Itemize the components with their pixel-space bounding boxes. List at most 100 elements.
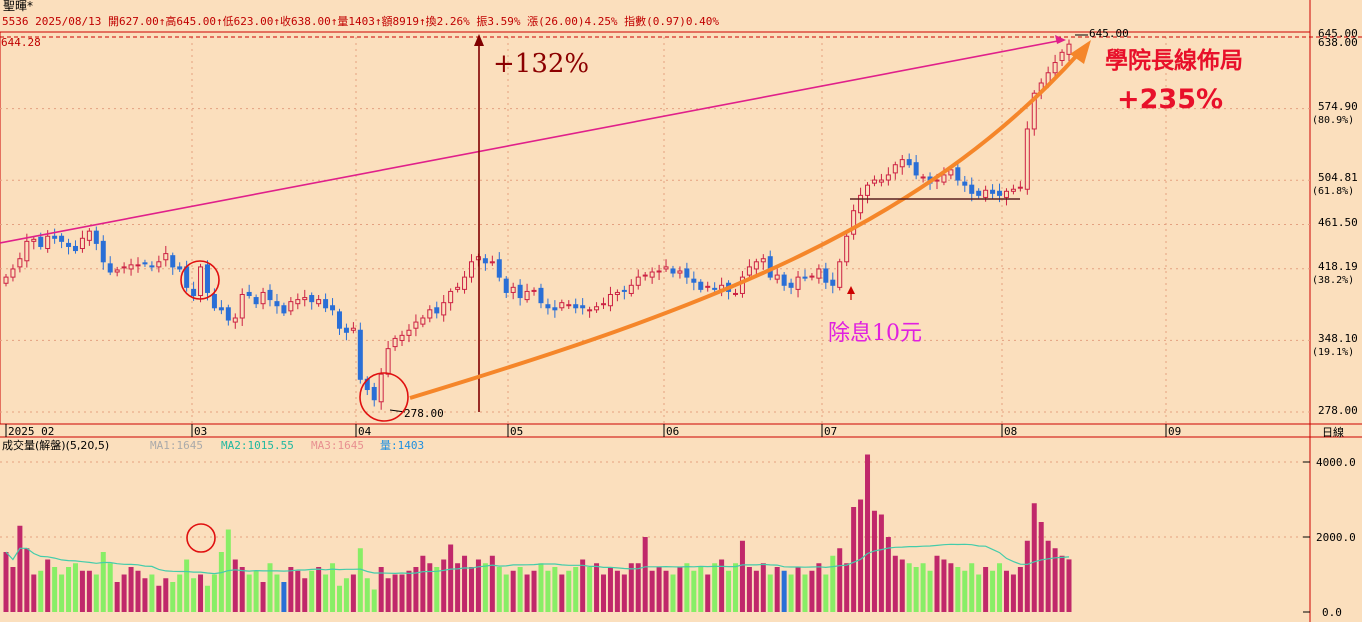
candle-body	[1059, 51, 1065, 62]
candle-body	[468, 261, 474, 278]
candle	[288, 297, 294, 316]
candle-body	[587, 309, 593, 312]
volume-bar	[1003, 570, 1009, 612]
volume-bar	[871, 510, 877, 612]
volume-bar	[1066, 559, 1072, 612]
candle	[239, 288, 245, 326]
axis-pct-61: (61.8%)	[1312, 186, 1354, 197]
candle-body	[66, 242, 72, 247]
candle-body	[427, 309, 433, 319]
candle	[892, 161, 898, 180]
volume-bar	[79, 570, 85, 612]
volume-axis-4000: 4000.0	[1316, 456, 1356, 469]
candle	[809, 273, 815, 281]
candle	[990, 184, 996, 199]
volume-bar	[371, 589, 377, 612]
candle-body	[198, 266, 204, 297]
volume-bar	[142, 578, 148, 612]
volume-bar	[107, 563, 113, 612]
volume-bar	[156, 585, 162, 612]
volume-bar	[684, 563, 690, 612]
candle-body	[684, 268, 690, 278]
volume-bar	[211, 574, 217, 612]
candle	[1052, 54, 1058, 78]
candlestick-series	[3, 39, 1072, 410]
volume-bar	[177, 574, 183, 612]
candle-body	[621, 289, 627, 292]
volume-bar	[559, 574, 565, 612]
candle	[177, 262, 183, 273]
candle	[503, 276, 509, 298]
period-label[interactable]: 日線	[1322, 425, 1344, 439]
candle-body	[267, 289, 273, 301]
circle-marker-march	[180, 260, 220, 300]
candle-body	[580, 305, 586, 309]
candle-body	[448, 290, 454, 304]
volume-bar	[45, 559, 51, 612]
volume-bar	[865, 454, 871, 612]
volume-bar	[302, 578, 308, 612]
candle	[225, 304, 231, 326]
volume-bar	[844, 563, 850, 612]
volume-bar	[809, 570, 815, 612]
candle-body	[594, 306, 600, 311]
candle	[739, 270, 745, 298]
candle-body	[441, 302, 447, 316]
candle-body	[677, 270, 683, 274]
volume-bar	[934, 555, 940, 612]
candle-body	[906, 159, 912, 166]
candle	[760, 254, 766, 270]
volume-bar	[1031, 503, 1037, 612]
dividend-label: 除息10元	[828, 321, 922, 346]
candle	[1003, 188, 1009, 206]
volume-bar	[24, 548, 30, 612]
long-trendline	[0, 39, 1064, 244]
candle	[871, 175, 877, 187]
candle-body	[566, 304, 572, 307]
volume-bar	[517, 567, 523, 612]
candle-body	[983, 189, 989, 198]
volume-bar	[698, 567, 704, 612]
candle-body	[309, 295, 315, 303]
volume-bar	[990, 570, 996, 612]
candle	[649, 267, 655, 284]
volume-bar	[795, 567, 801, 612]
candle-body	[79, 237, 85, 250]
candle-body	[760, 258, 766, 263]
candle-body	[788, 282, 794, 288]
candle-body	[323, 299, 329, 309]
candle	[545, 298, 551, 315]
candle	[392, 335, 398, 351]
candle	[489, 255, 495, 266]
gain-132-label: +132%	[493, 49, 589, 79]
volume-bar	[191, 578, 197, 612]
axis-label-418: 418.19	[1318, 260, 1358, 273]
candle	[399, 330, 405, 346]
candle-body	[510, 286, 516, 293]
volume-bar	[830, 555, 836, 612]
gain-235-label: +235%	[1117, 84, 1223, 115]
volume-bar	[573, 567, 579, 612]
volume-bar	[288, 567, 294, 612]
candle	[1059, 49, 1065, 67]
candle-body	[892, 164, 898, 174]
price-axis: 645.00 638.00 574.90 (80.9%) 504.81 (61.…	[1312, 27, 1358, 439]
volume-bar	[510, 570, 516, 612]
candle	[774, 267, 780, 284]
candle-body	[72, 245, 78, 252]
volume-bar	[72, 563, 78, 612]
candle-body	[392, 337, 398, 348]
candle	[86, 228, 92, 246]
candle-body	[1010, 188, 1016, 192]
candle	[913, 155, 919, 180]
candle-body	[3, 276, 9, 284]
volume-bar	[920, 563, 926, 612]
volume-bar	[121, 574, 127, 612]
candle	[524, 283, 530, 303]
volume-bar	[1017, 567, 1023, 612]
candle	[413, 314, 419, 337]
volume-bar	[10, 567, 16, 612]
candle	[204, 260, 210, 301]
candle-body	[260, 291, 266, 305]
candle	[538, 283, 544, 309]
